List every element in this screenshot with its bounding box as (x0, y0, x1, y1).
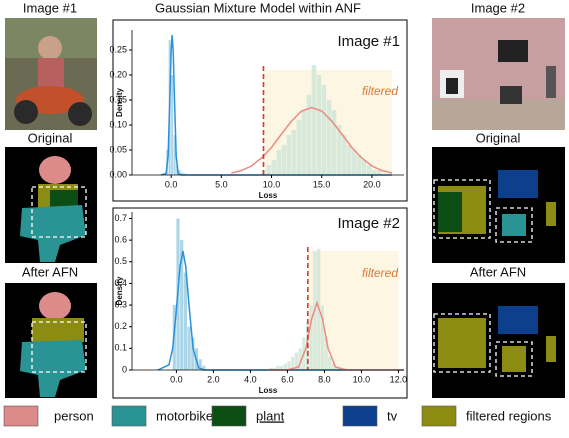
y-axis-label: Density (115, 276, 124, 305)
segmentation-mask (5, 147, 97, 263)
histogram-bar (282, 145, 287, 175)
y-tick-label: 0.05 (109, 144, 127, 154)
legend-label: plant (256, 408, 285, 423)
y-axis-label: Density (115, 88, 124, 117)
histogram-bar (317, 75, 322, 175)
photo (5, 18, 97, 130)
segmentation-mask (432, 283, 565, 398)
x-tick-label: 2.0 (207, 374, 220, 384)
legend-label: motorbike (156, 408, 213, 423)
histogram-bar (292, 130, 297, 175)
legend-label: tv (387, 408, 398, 423)
segmentation-mask (432, 147, 565, 263)
x-tick-label: 12.0 (390, 374, 408, 384)
y-tick-label: 0.2 (114, 321, 127, 331)
legend-swatch (212, 406, 246, 426)
legend-label: filtered regions (466, 408, 552, 423)
histogram-bar (307, 95, 312, 175)
image-label: After AFN (22, 264, 78, 279)
x-tick-label: 4.0 (244, 374, 257, 384)
histogram-bar (272, 160, 277, 175)
y-tick-label: 0.6 (114, 235, 127, 245)
y-tick-label: 0.00 (109, 169, 127, 179)
segmentation-mask (5, 283, 97, 398)
image-label: Image #2 (471, 0, 525, 15)
histogram-bar (352, 150, 357, 175)
y-tick-label: 0.7 (114, 213, 127, 223)
legend-swatch (112, 406, 146, 426)
figure: Gaussian Mixture Model within ANF Image … (0, 0, 569, 433)
histogram-bar (357, 155, 362, 175)
legend-swatch (4, 406, 38, 426)
histogram-bar (312, 65, 317, 175)
x-tick-label: 10.0 (353, 374, 371, 384)
y-tick-label: 0.1 (114, 343, 127, 353)
y-tick-label: 0.20 (109, 69, 127, 79)
x-tick-label: 0.0 (170, 374, 183, 384)
x-tick-label: 5.0 (215, 179, 228, 189)
histogram-bar (171, 75, 173, 175)
x-tick-label: 0.0 (165, 179, 178, 189)
histogram-bar (332, 110, 337, 175)
legend-label: person (54, 408, 94, 423)
histogram-bar (266, 165, 271, 175)
histogram-bar (367, 165, 372, 175)
x-tick-label: 10.0 (263, 179, 281, 189)
histogram-bar (327, 100, 332, 175)
photo (432, 18, 565, 130)
legend-swatch (422, 406, 456, 426)
histogram-bar (362, 160, 367, 175)
histogram-bar (328, 357, 331, 370)
image-label: Image #1 (23, 0, 77, 15)
histogram-bar (184, 273, 187, 370)
image-label: After AFN (470, 264, 526, 279)
histogram-bar (188, 327, 191, 370)
x-axis-label: Loss (259, 386, 278, 395)
histogram-bar (322, 85, 327, 175)
annotation: filtered (362, 84, 398, 98)
x-tick-label: 8.0 (318, 374, 331, 384)
histogram-bar (287, 135, 292, 175)
image-label: Original (476, 130, 521, 145)
histogram-bar (302, 110, 307, 175)
figure-title: Gaussian Mixture Model within ANF (155, 0, 361, 15)
x-tick-label: 15.0 (313, 179, 331, 189)
histogram-bar (297, 120, 302, 175)
histogram-bar (277, 150, 282, 175)
legend-swatch (343, 406, 377, 426)
x-tick-label: 20.0 (363, 179, 381, 189)
histogram-bar (284, 364, 287, 370)
y-tick-label: 0.10 (109, 119, 127, 129)
y-tick-label: 0.25 (109, 44, 127, 54)
x-tick-label: 6.0 (281, 374, 294, 384)
y-tick-label: 0 (122, 364, 127, 374)
x-axis-label: Loss (259, 191, 278, 200)
histogram-bar (347, 145, 352, 175)
annotation: filtered (362, 266, 398, 280)
histogram-bar (342, 135, 347, 175)
image-label: Original (28, 130, 73, 145)
chart-title: Image #2 (337, 215, 400, 232)
y-tick-label: 0.5 (114, 256, 127, 266)
chart-title: Image #1 (337, 33, 400, 50)
